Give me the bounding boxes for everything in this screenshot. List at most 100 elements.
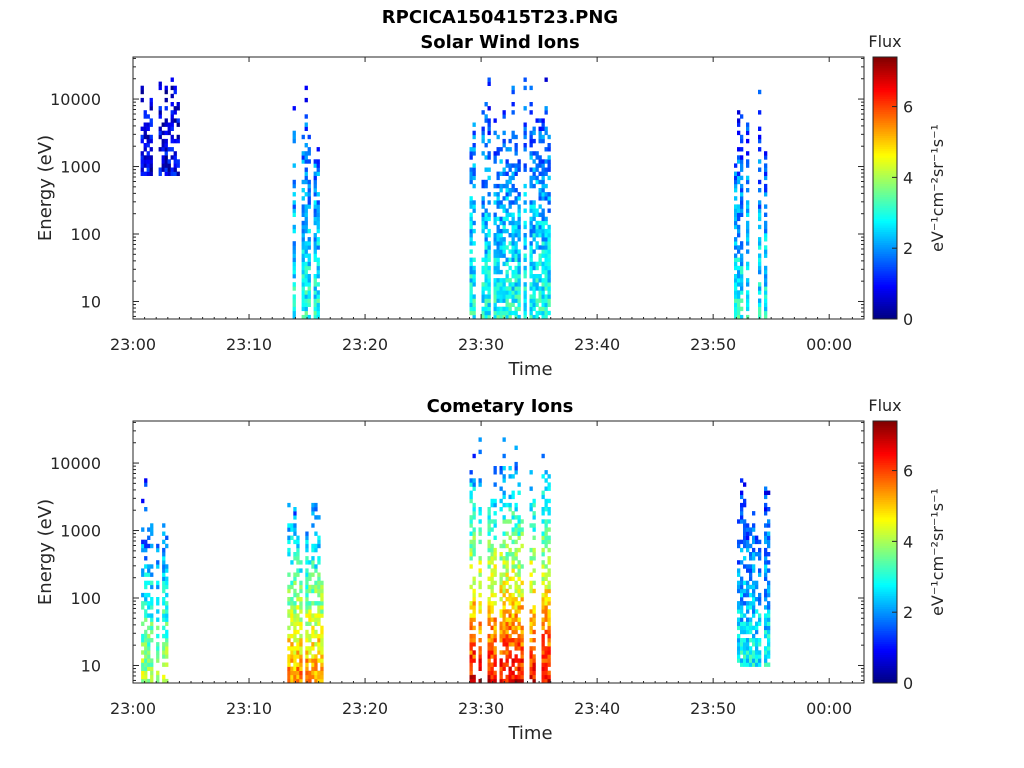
heatmap-cell [162, 654, 166, 659]
heatmap-cell [511, 568, 515, 573]
heatmap-cell [740, 196, 744, 201]
heatmap-cell [307, 278, 311, 283]
heatmap-cell [290, 580, 294, 586]
x-tick-label: 00:00 [806, 335, 852, 354]
heatmap-cell [496, 265, 500, 271]
heatmap-cell [484, 212, 488, 217]
heatmap-cell [304, 253, 308, 258]
colorbar-swatch [873, 286, 897, 289]
heatmap-cell [544, 617, 548, 622]
heatmap-cell [541, 167, 545, 172]
heatmap-cell [150, 617, 154, 622]
heatmap-cell [547, 290, 551, 295]
heatmap-cell [173, 106, 177, 111]
heatmap-cell [307, 253, 311, 258]
heatmap-cell [313, 306, 317, 312]
heatmap-cell [529, 294, 533, 299]
heatmap-cell [746, 228, 750, 234]
heatmap-cell [173, 89, 177, 95]
colorbar-swatch [873, 94, 897, 97]
heatmap-cell [317, 515, 321, 520]
heatmap-cell [740, 638, 744, 643]
heatmap-cell [493, 249, 497, 254]
heatmap-cell [493, 294, 497, 299]
colorbar-swatch [873, 630, 897, 634]
heatmap-cell [740, 519, 744, 524]
heatmap-cell [490, 560, 494, 565]
heatmap-cell [176, 138, 180, 144]
heatmap-cell [505, 294, 509, 299]
heatmap-cell [484, 179, 488, 185]
heatmap-cell [764, 592, 768, 598]
heatmap-cell [505, 531, 509, 536]
heatmap-cell [164, 118, 168, 123]
heatmap-cell [511, 601, 515, 606]
heatmap-cell [499, 470, 503, 475]
heatmap-cell [292, 265, 296, 271]
heatmap-cell [499, 237, 503, 242]
heatmap-cell [511, 245, 515, 250]
heatmap-cell [508, 650, 512, 655]
colorbar-swatch [873, 190, 897, 193]
heatmap-cell [472, 527, 476, 532]
heatmap-cell [320, 625, 324, 631]
heatmap-cell [541, 662, 545, 667]
heatmap-cell [758, 662, 762, 667]
heatmap-cell [301, 257, 305, 262]
heatmap-cell [496, 282, 500, 287]
heatmap-cell [535, 314, 539, 320]
heatmap-cell [146, 114, 150, 119]
heatmap-cell [505, 650, 509, 655]
heatmap-cell [478, 629, 482, 635]
heatmap-cell [532, 228, 536, 234]
heatmap-cell [746, 654, 750, 659]
colorbar-swatch [873, 460, 897, 463]
heatmap-cell [314, 531, 318, 536]
heatmap-cell [538, 245, 542, 250]
heatmap-cell [740, 274, 744, 279]
heatmap-cell [544, 646, 548, 651]
heatmap-cell [541, 224, 545, 230]
heatmap-cell [541, 196, 545, 201]
heatmap-cell [523, 265, 527, 271]
heatmap-cell [304, 212, 308, 217]
heatmap-cell [767, 625, 771, 631]
heatmap-cell [493, 237, 497, 242]
heatmap-cell [290, 650, 294, 655]
heatmap-cell [158, 130, 162, 136]
heatmap-cell [767, 601, 771, 606]
heatmap-cell [547, 134, 551, 140]
heatmap-cell [740, 212, 744, 217]
colorbar-swatch [873, 665, 897, 669]
heatmap-cell [472, 650, 476, 655]
colorbar-swatch [873, 488, 897, 492]
heatmap-cell [141, 568, 145, 573]
heatmap-cell [734, 265, 738, 271]
heatmap-cell [170, 118, 174, 123]
heatmap-cell [737, 646, 741, 651]
heatmap-cell [149, 159, 153, 164]
heatmap-cell [517, 588, 521, 594]
y-tick-label: 100 [70, 225, 101, 244]
heatmap-cell [547, 535, 551, 540]
heatmap-cell [505, 642, 509, 647]
heatmap-cell [472, 601, 476, 606]
heatmap-cell [502, 167, 506, 172]
heatmap-cell [156, 584, 160, 590]
heatmap-cell [505, 588, 509, 594]
heatmap-cell [144, 601, 148, 606]
heatmap-cell [532, 638, 536, 643]
heatmap-cell [746, 237, 750, 242]
heatmap-cell [749, 564, 753, 569]
heatmap-cell [293, 527, 297, 532]
heatmap-cell [472, 278, 476, 283]
heatmap-cell [758, 654, 762, 659]
heatmap-cell [505, 212, 509, 217]
colorbar-swatch [873, 131, 897, 134]
heatmap-cell [176, 122, 180, 127]
heatmap-cell [493, 192, 497, 197]
heatmap-cell [529, 306, 533, 312]
heatmap-cell [478, 437, 482, 442]
heatmap-cell [517, 167, 521, 172]
colorbar-swatch [873, 608, 897, 612]
